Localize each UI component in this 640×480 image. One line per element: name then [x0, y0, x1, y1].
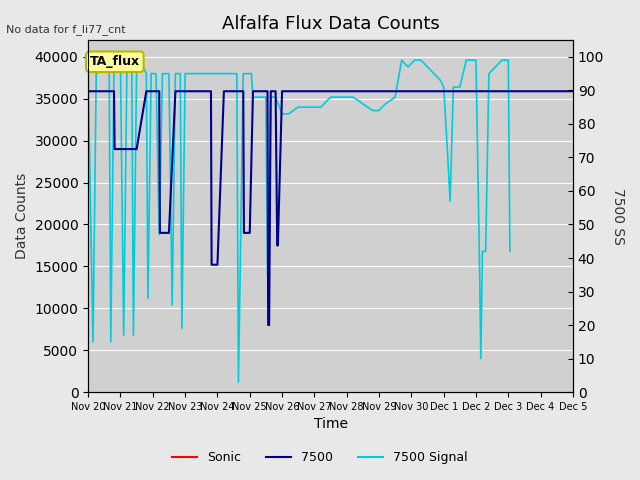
Y-axis label: Data Counts: Data Counts — [15, 173, 29, 259]
Y-axis label: 7500 SS: 7500 SS — [611, 188, 625, 244]
X-axis label: Time: Time — [314, 418, 348, 432]
Title: Alfalfa Flux Data Counts: Alfalfa Flux Data Counts — [221, 15, 440, 33]
Legend: Sonic, 7500, 7500 Signal: Sonic, 7500, 7500 Signal — [167, 446, 473, 469]
Text: TA_flux: TA_flux — [90, 55, 140, 68]
Text: No data for f_li77_cnt: No data for f_li77_cnt — [6, 24, 126, 35]
